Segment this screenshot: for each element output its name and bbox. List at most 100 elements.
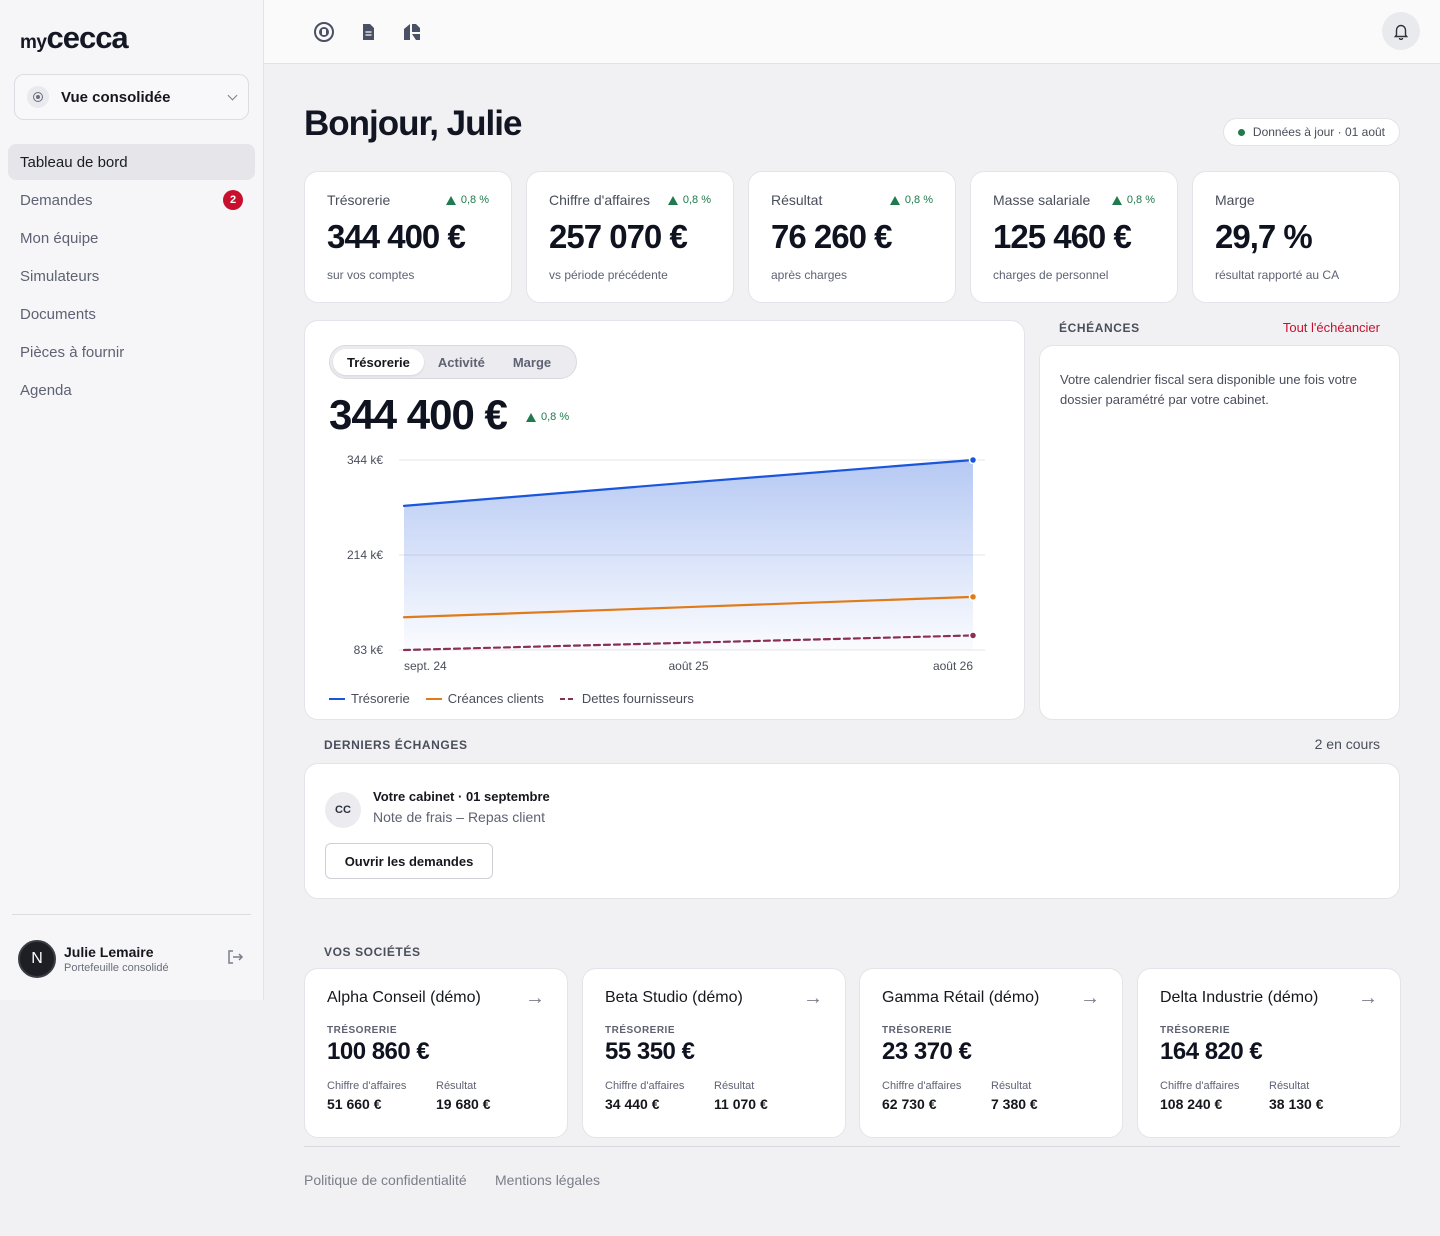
- legend-swatch: [329, 697, 345, 700]
- kpi-card-margin[interactable]: Marge 29,7 % résultat rapporté au CA: [1192, 171, 1400, 303]
- series-line-0: [402, 458, 975, 507]
- chart-card: Trésorerie Activité Marge 344 400 € 0,8 …: [304, 320, 1025, 720]
- arrow-right-icon[interactable]: →: [803, 987, 823, 1009]
- sidebar-item-dashboard[interactable]: Tableau de bord: [8, 144, 255, 180]
- kpi-label: Chiffre d'affaires: [549, 192, 650, 208]
- sidebar: my cecca Vue consolidée Tableau de bord …: [0, 0, 264, 1000]
- sidebar-item-team[interactable]: Mon équipe: [8, 220, 255, 256]
- tab-treasury[interactable]: Trésorerie: [333, 349, 424, 375]
- company-card-beta[interactable]: Beta Studio (démo) → TRÉSORERIE 55 350 €…: [582, 968, 846, 1138]
- treasury-label: TRÉSORERIE: [327, 1025, 398, 1036]
- sidebar-item-required-docs[interactable]: Pièces à fournir: [8, 334, 255, 370]
- series-line-2: [402, 634, 975, 652]
- sidebar-item-label: Pièces à fournir: [20, 343, 125, 361]
- kpi-subtitle: résultat rapporté au CA: [1215, 268, 1340, 282]
- user-profile[interactable]: N Julie Lemaire Portefeuille consolidé: [18, 936, 248, 982]
- series-area-0: [404, 460, 973, 650]
- company-card-delta[interactable]: Delta Industrie (démo) → TRÉSORERIE 164 …: [1137, 968, 1401, 1138]
- company-name: Alpha Conseil (démo): [327, 989, 481, 1006]
- revenue-label: Chiffre d'affaires: [1160, 1080, 1240, 1092]
- result-label: Résultat: [1269, 1080, 1310, 1092]
- company-card-alpha[interactable]: Alpha Conseil (démo) → TRÉSORERIE 100 86…: [304, 968, 568, 1138]
- kpi-card-payroll[interactable]: Masse salariale 0,8 % 125 460 € charges d…: [970, 171, 1178, 303]
- sidebar-item-label: Simulateurs: [20, 267, 100, 285]
- revenue-label: Chiffre d'affaires: [605, 1080, 685, 1092]
- data-status-badge: Données à jour · 01 août: [1222, 118, 1400, 146]
- exchange-subtitle: Note de frais – Repas client: [373, 809, 545, 825]
- sidebar-item-label: Mon équipe: [20, 229, 99, 247]
- sidebar-item-documents[interactable]: Documents: [8, 296, 255, 332]
- arrow-right-icon[interactable]: →: [1080, 987, 1100, 1009]
- topbar: [264, 0, 1440, 64]
- status-dot-icon: [1237, 128, 1245, 136]
- sidebar-item-label: Documents: [20, 305, 96, 323]
- treasury-value: 23 370 €: [882, 1038, 972, 1065]
- y-tick-label: 214 k€: [347, 548, 383, 562]
- series-endpoint-2: [968, 631, 978, 640]
- result-value: 38 130 €: [1269, 1096, 1324, 1112]
- kpi-card-revenue[interactable]: Chiffre d'affaires 0,8 % 257 070 € vs pér…: [526, 171, 734, 303]
- document-icon[interactable]: [356, 20, 380, 44]
- kpi-delta: 0,8 %: [667, 194, 711, 206]
- requests-count-badge: 2: [223, 190, 243, 210]
- logo-prefix: my: [20, 32, 47, 53]
- notifications-button[interactable]: [1382, 12, 1420, 50]
- kpi-value: 76 260 €: [771, 218, 892, 255]
- legal-link[interactable]: Mentions légales: [495, 1172, 601, 1188]
- company-card-gamma[interactable]: Gamma Rétail (démo) → TRÉSORERIE 23 370 …: [859, 968, 1123, 1138]
- kpi-value: 257 070 €: [549, 218, 688, 255]
- chart-legend: Trésorerie Créances clients Dettes fourn…: [329, 691, 710, 706]
- open-requests-button[interactable]: Ouvrir les demandes: [325, 843, 493, 879]
- legend-item-receivables: Créances clients: [425, 691, 544, 706]
- tab-margin[interactable]: Marge: [512, 354, 552, 370]
- kpi-card-treasury[interactable]: Trésorerie 0,8 % 344 400 € sur vos compte…: [304, 171, 512, 303]
- result-value: 11 070 €: [714, 1096, 768, 1112]
- avatar[interactable]: N: [18, 940, 56, 978]
- kpi-label: Résultat: [771, 192, 823, 208]
- company-name: Beta Studio (démo): [605, 989, 743, 1006]
- trend-up-icon: [1111, 195, 1122, 205]
- sidebar-item-requests[interactable]: Demandes 2: [8, 182, 255, 218]
- status-text: Données à jour · 01 août: [1252, 125, 1385, 139]
- kpi-value: 344 400 €: [327, 218, 466, 255]
- kpi-value: 125 460 €: [993, 218, 1132, 255]
- legend-label: Créances clients: [447, 691, 544, 706]
- legend-item-treasury: Trésorerie: [329, 691, 410, 706]
- arrow-right-icon[interactable]: →: [525, 987, 545, 1009]
- kpi-subtitle: vs période précédente: [549, 268, 668, 282]
- revenue-label: Chiffre d'affaires: [882, 1080, 962, 1092]
- exchanges-title: DERNIERS ÉCHANGES: [324, 738, 468, 752]
- scope-icon: [27, 86, 49, 108]
- treasury-value: 100 860 €: [327, 1038, 430, 1065]
- sidebar-item-simulators[interactable]: Simulateurs: [8, 258, 255, 294]
- circle-toggle-icon[interactable]: [312, 20, 336, 44]
- scope-select[interactable]: Vue consolidée: [14, 74, 249, 120]
- trend-up-icon: [526, 412, 536, 422]
- legend-label: Dettes fournisseurs: [581, 691, 694, 706]
- treasury-line-chart: 344 k€ 214 k€ 83 k€ sept. 24 août 25 août 26: [347, 453, 985, 673]
- revenue-value: 51 660 €: [327, 1096, 382, 1112]
- sidebar-item-label: Demandes: [20, 191, 93, 209]
- kpi-delta: 0,8 %: [445, 194, 489, 206]
- legend-swatch: [425, 697, 442, 700]
- arrow-right-icon[interactable]: →: [1358, 987, 1378, 1009]
- app-logo-icon[interactable]: [400, 20, 424, 44]
- result-value: 19 680 €: [436, 1096, 491, 1112]
- sidebar-divider: [12, 914, 251, 915]
- tab-activity[interactable]: Activité: [437, 354, 485, 370]
- bell-icon: [1393, 24, 1409, 40]
- exchanges-card: CC Votre cabinet · 01 septembre Note de …: [304, 763, 1400, 899]
- treasury-label: TRÉSORERIE: [1160, 1025, 1231, 1036]
- privacy-link[interactable]: Politique de confidentialité: [304, 1172, 467, 1188]
- kpi-delta-value: 0,8 %: [904, 194, 933, 206]
- app-logo[interactable]: my cecca: [20, 22, 129, 54]
- legend-swatch: [559, 697, 576, 700]
- kpi-card-result[interactable]: Résultat 0,8 % 76 260 € après charges: [748, 171, 956, 303]
- x-tick-label: sept. 24: [404, 659, 447, 673]
- sidebar-item-agenda[interactable]: Agenda: [8, 372, 255, 408]
- kpi-value: 29,7 %: [1215, 218, 1313, 255]
- kpi-delta-value: 0,8 %: [682, 194, 711, 206]
- logout-icon[interactable]: [226, 948, 244, 966]
- echeancier-link[interactable]: Tout l'échéancier: [1282, 320, 1380, 335]
- treasury-value: 164 820 €: [1160, 1038, 1263, 1065]
